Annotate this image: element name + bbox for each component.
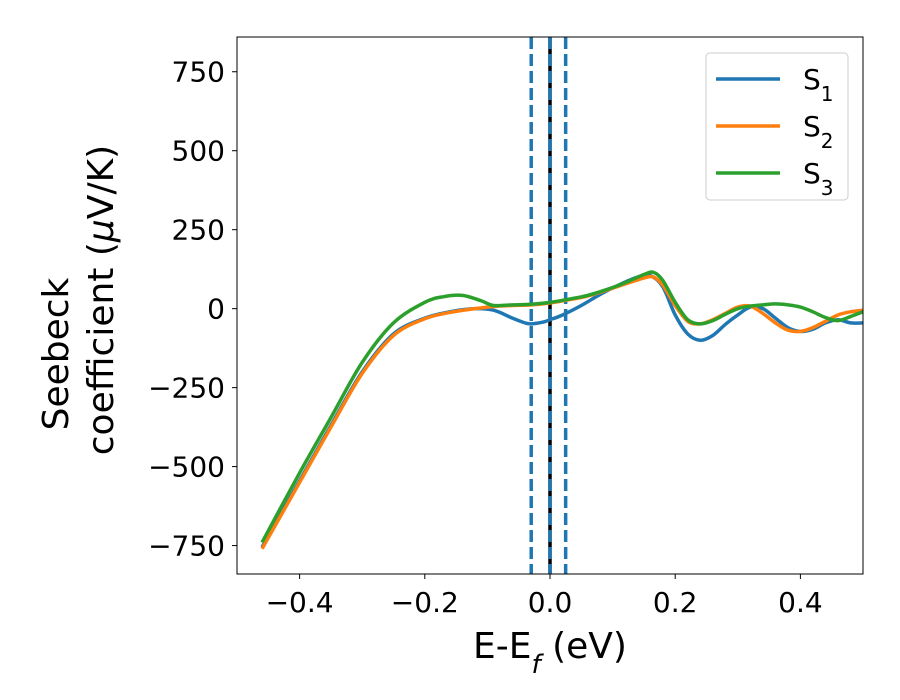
y-tick-label: 500 [172,135,225,168]
y-tick-label: −750 [148,530,225,563]
series-line-s2 [260,274,863,550]
y-axis-label-line2: coefficient (μV/K) [81,145,122,455]
series-line-s3 [260,270,863,544]
legend-label-s1: S1 [803,63,834,106]
y-axis-label-line1: Seebeck [36,277,77,430]
plot-area: −0.4 −0.2 0.0 0.2 0.4 750 500 250 0 −250 −500 −750 S… [148,36,864,619]
data-layer [260,37,863,574]
series-line-s1 [260,273,863,549]
y-tick-label: 750 [172,56,225,89]
x-axis-label: E-Ef (eV) [473,626,627,680]
x-tick-label: −0.2 [391,586,459,619]
x-tick-label: 0.2 [653,586,698,619]
y-tick-label: 0 [207,293,225,326]
legend-label-s3: S3 [803,157,834,200]
x-tick-label: −0.4 [266,586,334,619]
x-tick-label: 0.0 [528,586,573,619]
y-tick-label: −250 [148,372,225,405]
y-tick-label: 250 [172,214,225,247]
y-tick-label: −500 [148,451,225,484]
axis-labels: E-Ef (eV) Seebeck coefficient (μV/K) [36,145,627,680]
legend-label-s2: S2 [803,110,834,153]
x-tick-label: 0.4 [778,586,823,619]
